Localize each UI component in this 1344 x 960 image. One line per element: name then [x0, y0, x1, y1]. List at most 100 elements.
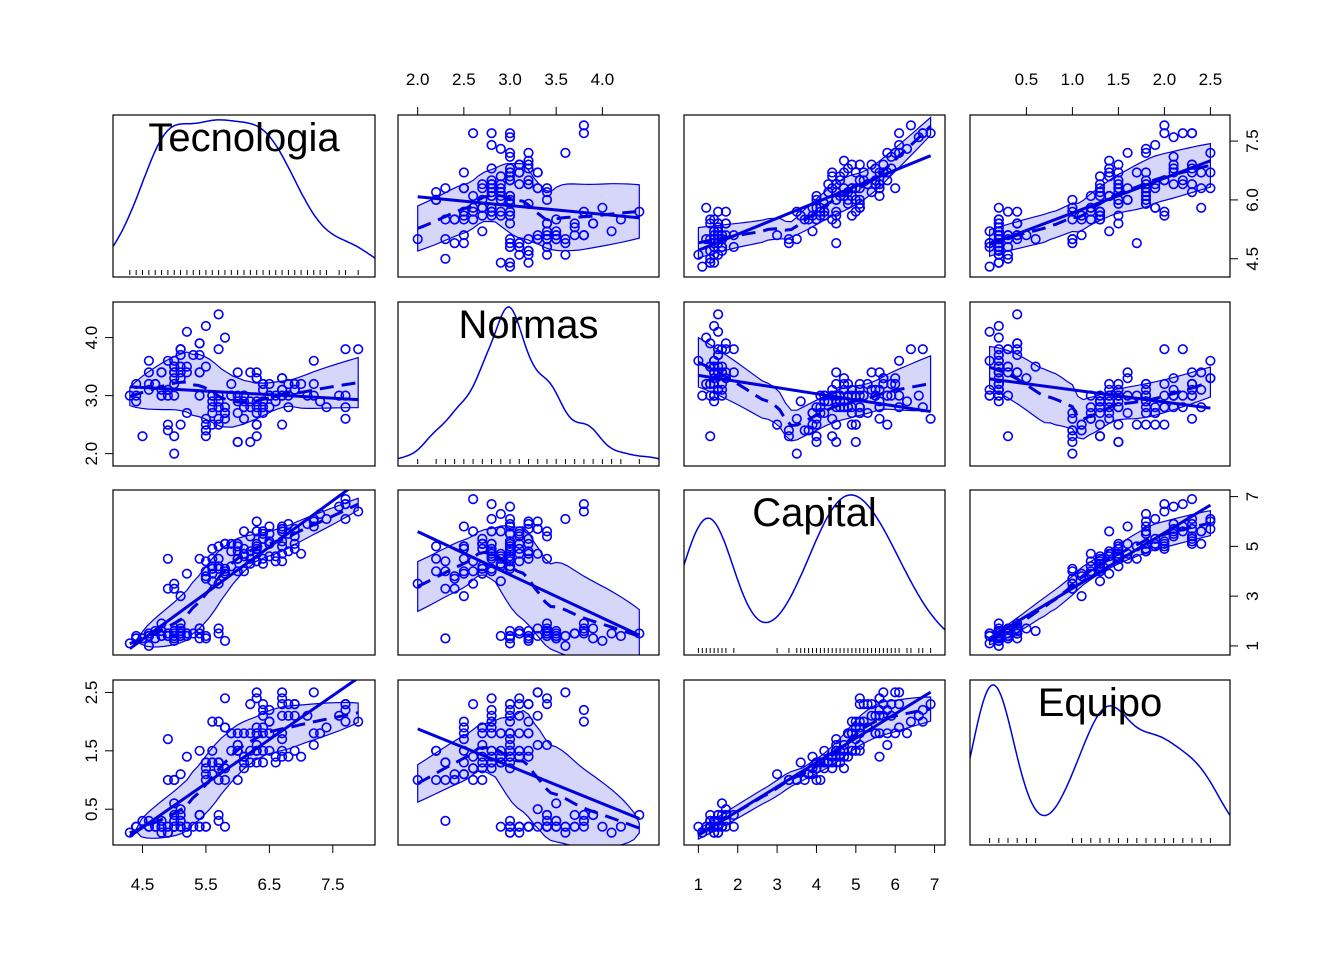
panel-frame — [397, 679, 660, 846]
data-point — [842, 194, 854, 205]
data-point — [1012, 349, 1023, 361]
data-point — [1150, 139, 1161, 151]
data-point — [458, 238, 470, 249]
data-point — [1012, 218, 1023, 229]
data-point — [412, 234, 423, 245]
panel-tecnologia-vs-capital — [683, 114, 946, 278]
data-point — [993, 202, 1004, 213]
data-point — [194, 349, 205, 361]
data-point — [169, 583, 180, 594]
data-point — [523, 821, 534, 832]
data-point — [708, 214, 720, 225]
data-point — [468, 190, 479, 202]
panel-frame — [969, 301, 1231, 467]
data-point — [514, 531, 525, 542]
data-point — [882, 419, 893, 430]
data-point — [1104, 413, 1115, 424]
data-point — [169, 774, 180, 786]
data-point — [523, 533, 534, 545]
data-point — [1076, 210, 1087, 221]
data-point — [468, 566, 479, 577]
data-point — [850, 745, 861, 756]
data-point — [819, 745, 830, 756]
data-point — [984, 326, 995, 337]
plot-area — [412, 494, 645, 655]
data-point — [606, 628, 617, 639]
data-point — [245, 757, 256, 768]
data-point — [308, 739, 319, 751]
data-point — [504, 827, 516, 838]
data-point — [917, 344, 928, 355]
data-point — [1150, 513, 1161, 525]
data-point — [213, 553, 224, 564]
data-point — [194, 623, 205, 634]
data-point — [458, 541, 470, 552]
tick-label: 7.5 — [321, 875, 345, 894]
data-point — [486, 704, 497, 716]
data-point — [504, 704, 516, 716]
data-point — [993, 344, 1004, 355]
data-point — [277, 745, 288, 756]
data-point — [232, 390, 243, 401]
data-point — [842, 728, 854, 739]
data-point — [1150, 419, 1161, 430]
data-point — [175, 349, 186, 361]
data-point — [251, 367, 262, 378]
data-point — [162, 774, 173, 786]
data-point — [264, 728, 275, 739]
panel-frame — [397, 489, 660, 656]
data-point — [532, 630, 543, 642]
data-point — [1159, 344, 1170, 355]
data-point — [866, 159, 877, 170]
data-point — [477, 226, 488, 237]
data-point — [143, 355, 154, 366]
data-point — [440, 633, 451, 644]
data-point — [504, 175, 516, 186]
data-point — [1104, 155, 1115, 166]
data-point — [854, 745, 865, 756]
smoother-line — [697, 361, 931, 428]
data-point — [1177, 344, 1188, 355]
data-point — [1196, 183, 1207, 194]
data-point — [1067, 431, 1078, 442]
data-point — [1168, 373, 1179, 384]
data-point — [175, 815, 186, 827]
data-point — [207, 407, 218, 419]
data-point — [1186, 531, 1198, 542]
data-point — [175, 804, 186, 815]
data-point — [219, 332, 231, 343]
data-point — [232, 541, 243, 552]
data-point — [156, 821, 167, 832]
data-point — [257, 402, 269, 413]
data-point — [308, 378, 319, 390]
data-point — [213, 419, 224, 430]
variable-label: Normas — [458, 303, 598, 347]
data-point — [1002, 241, 1014, 253]
data-point — [257, 533, 269, 545]
data-point — [893, 698, 905, 710]
data-point — [838, 751, 850, 762]
data-point — [597, 202, 608, 213]
data-point — [296, 751, 307, 762]
data-point — [720, 206, 732, 217]
data-point — [697, 261, 708, 272]
data-point — [917, 716, 928, 727]
data-point — [277, 710, 288, 721]
panel-normas-vs-tecnologia — [112, 301, 376, 467]
data-point — [251, 687, 262, 698]
data-point — [993, 618, 1004, 629]
data-point — [716, 361, 728, 372]
data-point — [878, 687, 889, 698]
smoother-line — [417, 193, 640, 230]
data-point — [277, 548, 288, 559]
data-point — [854, 698, 865, 710]
data-point — [283, 402, 294, 413]
data-point — [251, 373, 262, 384]
data-point — [504, 261, 516, 272]
data-point — [1122, 367, 1133, 378]
data-point — [1168, 163, 1179, 174]
data-point — [137, 431, 148, 442]
data-point — [560, 687, 571, 698]
data-point — [1067, 234, 1078, 245]
panel-capital-vs-tecnologia — [112, 489, 376, 656]
